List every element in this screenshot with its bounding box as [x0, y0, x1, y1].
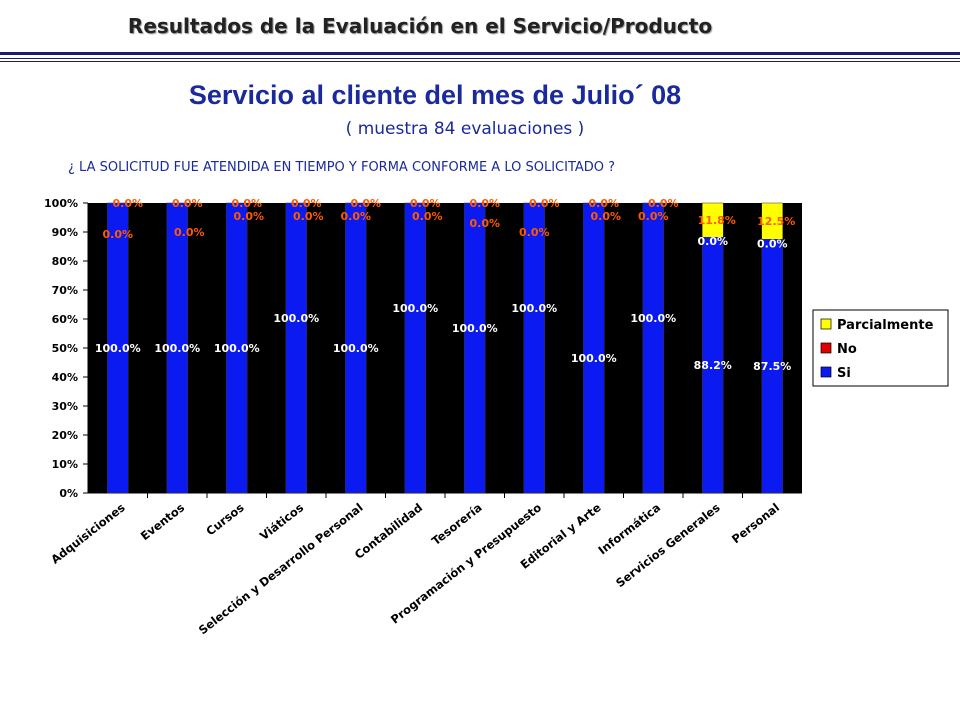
data-label-no: 0.0%: [519, 226, 550, 239]
legend-swatch-parcialmente: [820, 318, 832, 330]
legend-label-parcialmente: Parcialmente: [837, 318, 934, 333]
data-label-parcialmente: 0.0%: [291, 197, 322, 210]
header-rule: [0, 52, 960, 55]
data-label-si: 88.2%: [694, 359, 732, 372]
legend-swatch-si: [820, 366, 832, 378]
data-label-parcialmente: 0.0%: [172, 197, 203, 210]
x-category-label: Personal: [729, 500, 782, 546]
data-label-no: 0.0%: [412, 210, 443, 223]
bar-si: [583, 202, 605, 494]
bar-si: [642, 202, 664, 494]
y-tick-label: 30%: [52, 400, 78, 413]
data-label-si: 100.0%: [571, 352, 617, 365]
data-label-si: 87.5%: [753, 360, 791, 373]
y-tick-label: 60%: [52, 313, 78, 326]
legend-label-no: No: [837, 342, 857, 357]
data-label-parcialmente: 12.5%: [757, 215, 795, 228]
main-title: Servicio al cliente del mes de Julio´ 08: [188, 80, 682, 110]
x-category-label: Servicios Generales: [613, 500, 723, 590]
bar-si: [226, 202, 248, 494]
data-label-si: 100.0%: [511, 302, 557, 315]
data-label-parcialmente: 0.0%: [529, 197, 560, 210]
data-label-si: 100.0%: [95, 342, 141, 355]
data-label-no: 0.0%: [469, 217, 500, 230]
data-label-si: 100.0%: [630, 312, 676, 325]
data-label-no: 0.0%: [174, 226, 205, 239]
y-tick-label: 20%: [52, 429, 78, 442]
data-label-parcialmente: 0.0%: [112, 197, 143, 210]
header-rule-thin: [0, 58, 960, 59]
data-label-parcialmente: 0.0%: [588, 197, 619, 210]
data-label-no: 0.0%: [102, 228, 133, 241]
x-category-label: Adquisiciones: [48, 500, 127, 566]
header-title: Resultados de la Evaluación en el Servic…: [127, 14, 713, 38]
data-label-no: 0.0%: [233, 210, 264, 223]
data-label-si: 100.0%: [333, 342, 379, 355]
data-label-parcialmente: 11.8%: [698, 214, 736, 227]
subtitle: ( muestra 84 evaluaciones ): [345, 119, 585, 139]
data-label-no: 0.0%: [340, 210, 371, 223]
bar-parcialmente: [761, 202, 783, 240]
y-tick-label: 40%: [52, 371, 78, 384]
legend-swatch-no: [820, 342, 832, 354]
data-label-parcialmente: 0.0%: [469, 197, 500, 210]
x-category-label: Tesorería: [429, 500, 485, 548]
y-tick-label: 80%: [52, 255, 78, 268]
plot-area: [88, 203, 802, 493]
question-text: ¿ LA SOLICITUD FUE ATENDIDA EN TIEMPO Y …: [68, 160, 616, 175]
data-label-no: 0.0%: [697, 235, 728, 248]
header-rule-thin-2: [0, 61, 960, 62]
data-label-no: 0.0%: [757, 237, 788, 250]
bar-si: [464, 202, 486, 494]
data-label-si: 100.0%: [452, 322, 498, 335]
bar-parcialmente: [702, 202, 724, 238]
bar-si: [404, 202, 426, 494]
y-tick-label: 90%: [52, 226, 78, 239]
legend-label-si: Si: [837, 366, 851, 381]
bar-si: [285, 202, 307, 494]
data-label-si: 100.0%: [392, 302, 438, 315]
bar-si: [107, 202, 129, 494]
legend-box: [812, 309, 949, 387]
x-category-label: Cursos: [203, 500, 246, 538]
bar-si: [523, 202, 545, 494]
data-label-si: 100.0%: [214, 342, 260, 355]
x-category-label: Viáticos: [257, 500, 306, 543]
y-tick-label: 100%: [44, 197, 78, 210]
data-label-si: 100.0%: [154, 342, 200, 355]
bar-si: [345, 202, 367, 494]
data-label-no: 0.0%: [590, 210, 621, 223]
y-tick-label: 70%: [52, 284, 78, 297]
data-label-si: 100.0%: [273, 312, 319, 325]
x-category-label: Eventos: [138, 500, 187, 543]
bar-si: [166, 202, 188, 494]
data-label-no: 0.0%: [293, 210, 324, 223]
y-tick-label: 50%: [52, 342, 78, 355]
data-label-parcialmente: 0.0%: [410, 197, 441, 210]
data-label-no: 0.0%: [638, 210, 669, 223]
data-label-parcialmente: 0.0%: [648, 197, 679, 210]
data-label-parcialmente: 0.0%: [350, 197, 381, 210]
y-tick-label: 10%: [52, 458, 78, 471]
data-label-parcialmente: 0.0%: [231, 197, 262, 210]
y-tick-label: 0%: [59, 487, 78, 500]
